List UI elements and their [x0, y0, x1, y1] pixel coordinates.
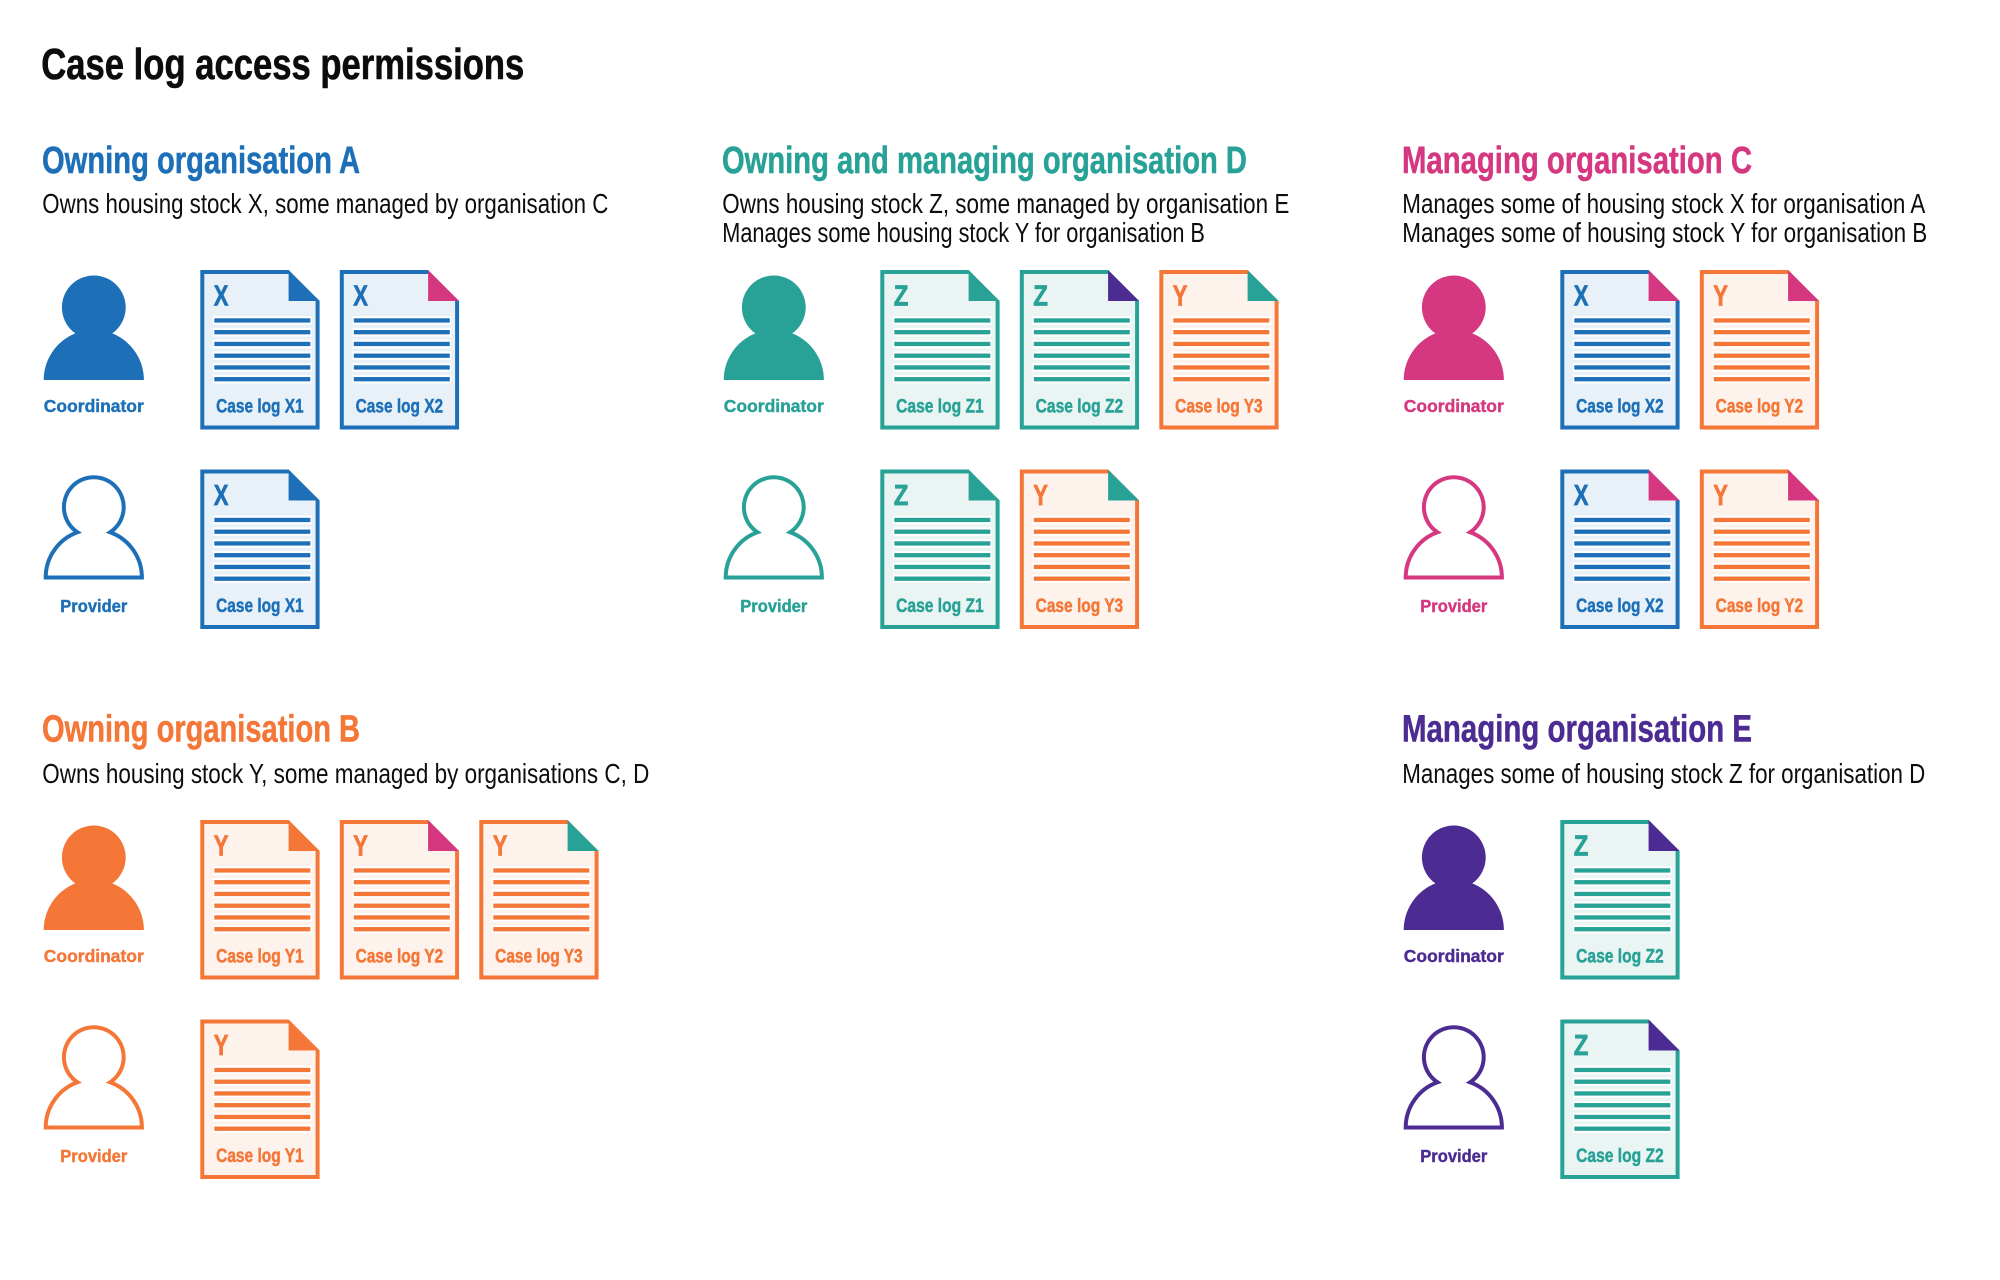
- svg-text:Case log Z2: Case log Z2: [1036, 396, 1124, 417]
- svg-text:Y: Y: [353, 831, 368, 863]
- svg-text:Case log X1: Case log X1: [216, 596, 304, 617]
- svg-text:Case log Y3: Case log Y3: [495, 946, 583, 967]
- svg-text:X: X: [353, 281, 368, 313]
- svg-text:Coordinator: Coordinator: [724, 396, 824, 416]
- svg-text:Provider: Provider: [60, 1146, 127, 1166]
- svg-text:Case log Z2: Case log Z2: [1576, 1146, 1664, 1167]
- svg-text:X: X: [214, 480, 229, 512]
- svg-text:Y: Y: [1173, 281, 1188, 313]
- svg-text:Case log Y3: Case log Y3: [1036, 596, 1124, 617]
- svg-text:X: X: [1574, 281, 1589, 313]
- svg-text:Coordinator: Coordinator: [44, 946, 144, 966]
- svg-text:Case log Y1: Case log Y1: [216, 1146, 304, 1167]
- svg-text:Z: Z: [1574, 831, 1589, 863]
- svg-text:Z: Z: [894, 281, 909, 313]
- svg-text:Y: Y: [493, 831, 508, 863]
- svg-text:Provider: Provider: [740, 596, 807, 616]
- svg-text:Owning and managing organisati: Owning and managing organisation D: [722, 140, 1247, 182]
- svg-text:Case log Z1: Case log Z1: [896, 396, 984, 417]
- svg-text:Owns housing stock X, some man: Owns housing stock X, some managed by or…: [42, 188, 608, 219]
- svg-text:Case log Y2: Case log Y2: [1716, 596, 1804, 617]
- svg-text:Owns housing stock Y, some man: Owns housing stock Y, some managed by or…: [42, 758, 649, 789]
- svg-text:Z: Z: [894, 480, 909, 512]
- svg-text:Coordinator: Coordinator: [44, 396, 144, 416]
- svg-text:Case log Y2: Case log Y2: [1716, 396, 1804, 417]
- svg-text:Case log Z2: Case log Z2: [1576, 946, 1664, 967]
- svg-text:Manages some of housing stock: Manages some of housing stock Z for orga…: [1402, 758, 1925, 789]
- svg-text:X: X: [214, 281, 229, 313]
- svg-text:Y: Y: [1033, 480, 1048, 512]
- svg-text:Provider: Provider: [60, 596, 127, 616]
- svg-text:Case log Y3: Case log Y3: [1175, 396, 1263, 417]
- svg-text:Y: Y: [214, 1030, 229, 1062]
- svg-text:Managing organisation E: Managing organisation E: [1402, 709, 1752, 751]
- svg-text:Case log X2: Case log X2: [1576, 396, 1664, 417]
- svg-text:Manages some of housing stock: Manages some of housing stock Y for orga…: [1402, 217, 1927, 248]
- svg-text:Case log X2: Case log X2: [1576, 596, 1664, 617]
- svg-text:Coordinator: Coordinator: [1404, 946, 1504, 966]
- svg-text:Z: Z: [1574, 1030, 1589, 1062]
- svg-text:Coordinator: Coordinator: [1404, 396, 1504, 416]
- svg-text:Y: Y: [1713, 281, 1728, 313]
- svg-text:X: X: [1574, 480, 1589, 512]
- svg-text:Case log X2: Case log X2: [356, 396, 444, 417]
- svg-text:Case log access permissions: Case log access permissions: [41, 40, 524, 89]
- svg-text:Managing organisation C: Managing organisation C: [1402, 140, 1752, 182]
- svg-text:Owning organisation B: Owning organisation B: [42, 709, 360, 751]
- svg-text:Manages some housing stock Y f: Manages some housing stock Y for organis…: [722, 217, 1205, 248]
- svg-text:Owning organisation A: Owning organisation A: [42, 140, 360, 182]
- svg-text:Provider: Provider: [1420, 596, 1487, 616]
- svg-text:Z: Z: [1033, 281, 1048, 313]
- svg-text:Case log Z1: Case log Z1: [896, 596, 984, 617]
- svg-text:Provider: Provider: [1420, 1146, 1487, 1166]
- svg-text:Y: Y: [1713, 480, 1728, 512]
- svg-text:Case log X1: Case log X1: [216, 396, 304, 417]
- svg-text:Case log Y2: Case log Y2: [356, 946, 444, 967]
- svg-text:Manages some of housing stock: Manages some of housing stock X for orga…: [1402, 188, 1925, 219]
- svg-text:Y: Y: [214, 831, 229, 863]
- svg-text:Case log Y1: Case log Y1: [216, 946, 304, 967]
- svg-text:Owns housing stock Z, some man: Owns housing stock Z, some managed by or…: [722, 188, 1289, 219]
